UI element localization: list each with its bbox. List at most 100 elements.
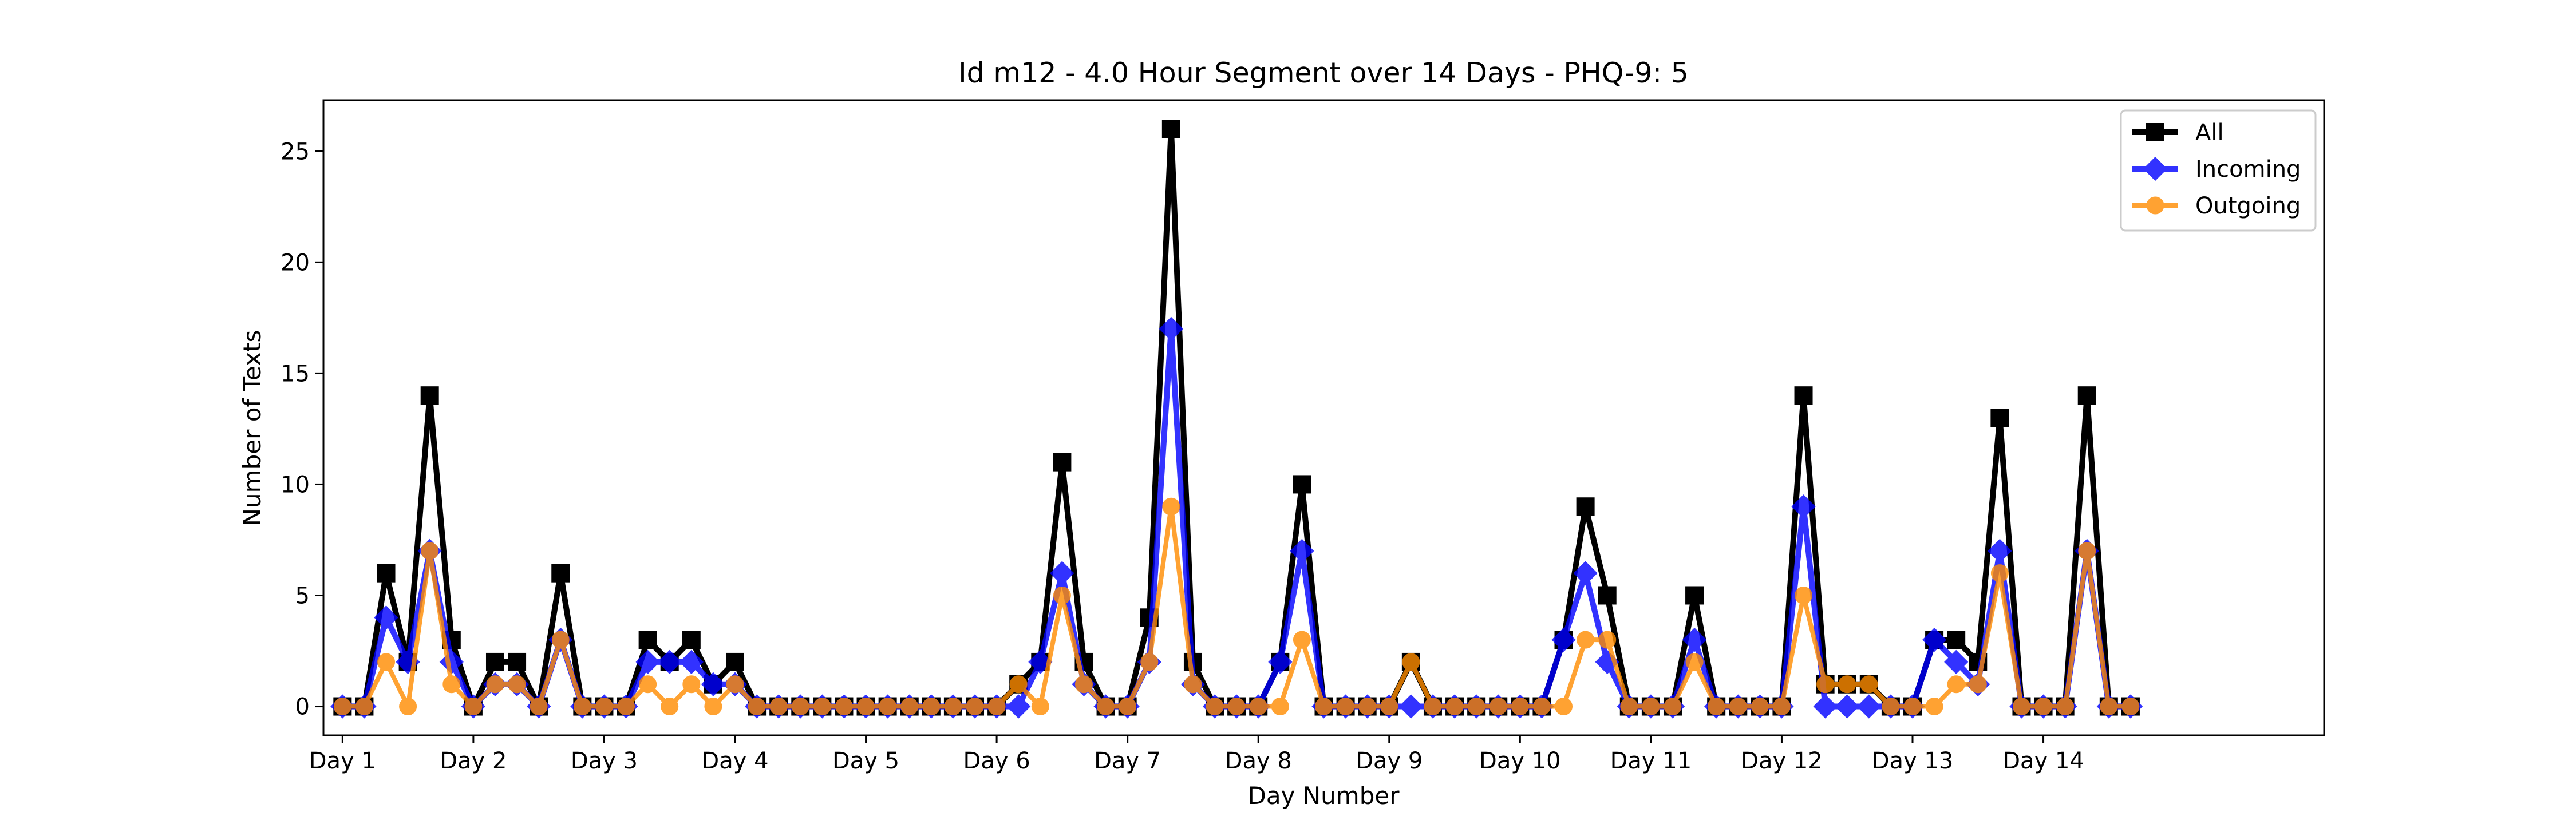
- data-point: [617, 698, 635, 716]
- x-tick-label: Day 7: [1094, 748, 1161, 774]
- data-point: [355, 698, 373, 716]
- data-point: [2121, 698, 2140, 716]
- data-point: [1532, 698, 1551, 716]
- x-tick-label: Day 11: [1610, 748, 1692, 774]
- data-point: [486, 675, 504, 694]
- legend-item: [2132, 123, 2178, 141]
- data-point: [2078, 542, 2096, 560]
- chart-title: Id m12 - 4.0 Hour Segment over 14 Days -…: [958, 57, 1689, 89]
- data-point: [769, 698, 788, 716]
- data-point: [399, 698, 417, 716]
- data-point: [1398, 694, 1423, 719]
- data-point: [1006, 694, 1031, 719]
- data-point: [1707, 698, 1725, 716]
- data-point: [1097, 698, 1115, 716]
- data-point: [1729, 698, 1747, 716]
- x-tick-label: Day 6: [963, 748, 1030, 774]
- x-tick-label: Day 5: [832, 748, 899, 774]
- data-point: [1772, 698, 1791, 716]
- data-point: [922, 698, 941, 716]
- data-point: [1969, 675, 1987, 694]
- x-tick-label: Day 12: [1741, 748, 1823, 774]
- plot-area: 0 5 10 15 20 25 Day 1 Day 2 Day 3 Day 4 Day 5 Day 6…: [280, 120, 2143, 774]
- data-point: [377, 564, 396, 583]
- data-point: [551, 564, 570, 583]
- data-point: [657, 649, 682, 675]
- x-tick-label: Day 9: [1356, 748, 1423, 774]
- data-point: [1337, 698, 1355, 716]
- data-point: [1598, 631, 1617, 649]
- plot-frame: [322, 99, 2325, 736]
- data-point: [1358, 698, 1377, 716]
- data-point: [1838, 675, 1856, 694]
- data-point: [1573, 561, 1598, 585]
- legend-marker: [2146, 196, 2164, 215]
- data-point: [1620, 698, 1638, 716]
- data-point: [573, 698, 591, 716]
- data-point: [1685, 586, 1704, 605]
- data-point: [1664, 698, 1682, 716]
- data-point: [1990, 409, 2009, 427]
- data-point: [879, 698, 897, 716]
- legend-item: [2132, 156, 2178, 181]
- data-point: [1159, 316, 1183, 341]
- data-point: [682, 631, 701, 649]
- data-point: [1293, 475, 1311, 494]
- data-point: [1268, 649, 1293, 675]
- data-point: [1119, 698, 1137, 716]
- data-point: [1290, 538, 1314, 563]
- data-point: [2100, 698, 2118, 716]
- y-tick-label: 20: [280, 249, 310, 276]
- x-tick-label: Day 2: [440, 748, 507, 774]
- data-point: [1642, 698, 1660, 716]
- data-point: [1050, 561, 1074, 585]
- legend-label: Outgoing: [2195, 193, 2301, 219]
- data-point: [1227, 698, 1246, 716]
- data-point: [1445, 698, 1464, 716]
- legend-label: All: [2195, 120, 2224, 146]
- data-point: [1791, 494, 1816, 519]
- data-point: [944, 698, 962, 716]
- data-point: [1682, 627, 1707, 652]
- data-point: [1751, 698, 1769, 716]
- data-point: [1074, 675, 1093, 694]
- data-point: [1184, 675, 1202, 694]
- data-point: [1947, 631, 1966, 649]
- data-point: [1988, 538, 2012, 563]
- data-point: [1053, 586, 1071, 604]
- data-point: [1271, 698, 1289, 716]
- data-point: [374, 605, 398, 630]
- x-tick-label: Day 3: [571, 748, 638, 774]
- x-tick-label: Day 4: [701, 748, 768, 774]
- data-point: [1315, 698, 1333, 716]
- data-point: [464, 698, 483, 716]
- legend-label: Incoming: [2195, 156, 2301, 183]
- data-point: [791, 698, 809, 716]
- legend-frame: [2120, 109, 2317, 232]
- data-point: [1576, 497, 1595, 516]
- data-point: [421, 542, 439, 560]
- data-point: [1467, 698, 1485, 716]
- data-point: [1511, 698, 1529, 716]
- data-point: [420, 386, 439, 405]
- data-point: [1922, 627, 1947, 652]
- data-point: [857, 698, 875, 716]
- data-point: [661, 698, 679, 716]
- data-point: [1380, 698, 1398, 716]
- data-point: [1944, 649, 1969, 675]
- data-point: [1990, 564, 2009, 583]
- data-point: [835, 698, 853, 716]
- data-point: [1293, 631, 1311, 649]
- data-point: [987, 698, 1006, 716]
- data-point: [1031, 698, 1049, 716]
- data-point: [1577, 631, 1595, 649]
- data-point: [508, 675, 526, 694]
- data-point: [1860, 675, 1878, 694]
- data-point: [682, 675, 701, 694]
- data-point: [1856, 694, 1881, 719]
- y-tick-label: 15: [280, 360, 310, 387]
- x-tick-label: Day 8: [1225, 748, 1292, 774]
- data-point: [1795, 586, 1813, 604]
- data-point: [1794, 386, 1813, 405]
- data-point: [813, 698, 831, 716]
